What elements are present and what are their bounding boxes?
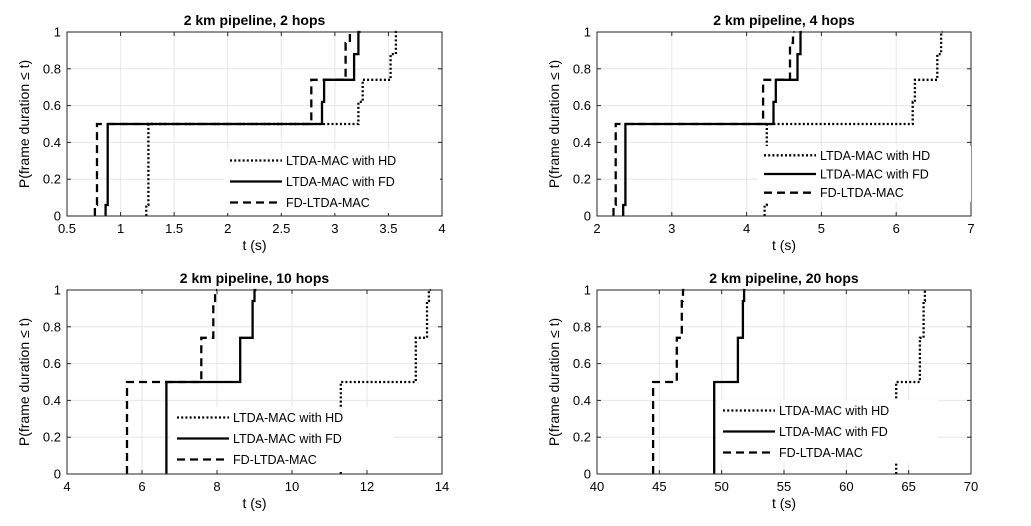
axes-box bbox=[66, 31, 443, 217]
x-axis-label: t (s) bbox=[242, 237, 266, 253]
series-line-dashed bbox=[93, 30, 352, 216]
x-tick-label: 12 bbox=[360, 479, 374, 494]
y-tick-label: 0.8 bbox=[573, 61, 591, 76]
x-tick-label: 7 bbox=[967, 221, 974, 236]
legend-entry: LTDA-MAC with FD bbox=[820, 168, 929, 182]
y-tick-label: 0 bbox=[54, 467, 61, 482]
panel-3: 4 6 8 10 12 14 0 0.2 0.4 0.6 0.8 1 2 km pipeline, 10… bbox=[16, 270, 449, 511]
legend-entry: FD-LTDA-MAC bbox=[286, 196, 370, 210]
y-tick-label: 0 bbox=[584, 209, 591, 224]
legend-entry: FD-LTDA-MAC bbox=[779, 446, 863, 460]
y-tick-label: 0.2 bbox=[43, 430, 61, 445]
x-tick-label: 1.5 bbox=[165, 221, 183, 236]
legend: LTDA-MAC with HD LTDA-MAC with FD FD-LTDA-… bbox=[758, 146, 971, 202]
y-axis-label: P(frame duration ≤ t) bbox=[16, 60, 32, 188]
x-axis-label: t (s) bbox=[772, 237, 796, 253]
y-tick-label: 0.6 bbox=[573, 98, 591, 113]
x-tick-label: 50 bbox=[714, 479, 728, 494]
y-axis-label: P(frame duration ≤ t) bbox=[546, 318, 562, 446]
legend-entry: LTDA-MAC with HD bbox=[820, 149, 930, 163]
y-tick-label: 1 bbox=[54, 283, 61, 298]
y-tick-label: 0.8 bbox=[573, 319, 591, 334]
panel-1: 0.5 1 1.5 2 2.5 3 3.5 4 0 0.2 0.4 0.6 0.8 1 2 km pipel… bbox=[16, 12, 446, 253]
y-tick-label: 0 bbox=[54, 209, 61, 224]
x-tick-label: 3.5 bbox=[379, 221, 397, 236]
x-tick-label: 55 bbox=[777, 479, 791, 494]
series-line-dashed bbox=[612, 30, 795, 216]
legend-entry: FD-LTDA-MAC bbox=[233, 453, 317, 467]
panel-4: 40 45 50 55 60 65 70 0 0.2 0.4 0.6 0.8 1 2 km pipelin… bbox=[546, 270, 978, 511]
panel-title: 2 km pipeline, 10 hops bbox=[180, 270, 330, 286]
y-tick-label: 1 bbox=[54, 25, 61, 40]
x-axis-label: t (s) bbox=[772, 495, 796, 511]
x-tick-label: 3 bbox=[668, 221, 675, 236]
y-tick-label: 0.8 bbox=[43, 319, 61, 334]
x-tick-label: 5 bbox=[818, 221, 825, 236]
series-line-solid bbox=[104, 30, 361, 216]
y-tick-label: 0.4 bbox=[43, 393, 61, 408]
legend-entry: LTDA-MAC with FD bbox=[286, 175, 395, 189]
panel-title: 2 km pipeline, 2 hops bbox=[184, 12, 326, 28]
x-tick-label: 14 bbox=[435, 479, 449, 494]
legend: LTDA-MAC with HD LTDA-MAC with FD FD-LTDA-… bbox=[717, 400, 938, 463]
y-axis-label: P(frame duration ≤ t) bbox=[16, 318, 32, 446]
y-tick-label: 0.6 bbox=[573, 356, 591, 371]
y-tick-label: 0.8 bbox=[43, 61, 61, 76]
x-tick-label: 10 bbox=[285, 479, 299, 494]
x-tick-label: 3 bbox=[331, 221, 338, 236]
legend-entry: LTDA-MAC with HD bbox=[233, 411, 343, 425]
axes-box bbox=[596, 31, 972, 217]
series-line-solid bbox=[713, 288, 746, 474]
x-tick-label: 45 bbox=[652, 479, 666, 494]
x-tick-label: 6 bbox=[138, 479, 145, 494]
x-tick-label: 2 bbox=[224, 221, 231, 236]
x-tick-label: 60 bbox=[839, 479, 853, 494]
y-tick-label: 0.2 bbox=[573, 430, 591, 445]
series-line-dashed bbox=[125, 288, 217, 474]
series-line-dotted bbox=[145, 30, 400, 216]
y-tick-label: 0.4 bbox=[43, 135, 61, 150]
y-tick-label: 0.2 bbox=[573, 172, 591, 187]
x-tick-label: 2 bbox=[593, 221, 600, 236]
series-line-dashed bbox=[651, 288, 685, 474]
x-tick-label: 4 bbox=[743, 221, 750, 236]
legend-entry: FD-LTDA-MAC bbox=[820, 186, 904, 200]
x-tick-label: 4 bbox=[63, 479, 70, 494]
x-tick-label: 70 bbox=[964, 479, 978, 494]
legend-entry: LTDA-MAC with FD bbox=[779, 425, 888, 439]
x-tick-label: 0.5 bbox=[58, 221, 76, 236]
x-tick-label: 65 bbox=[901, 479, 915, 494]
x-tick-label: 40 bbox=[590, 479, 604, 494]
x-tick-label: 4 bbox=[438, 221, 445, 236]
x-tick-label: 6 bbox=[893, 221, 900, 236]
legend-entry: LTDA-MAC with FD bbox=[233, 432, 342, 446]
y-axis-label: P(frame duration ≤ t) bbox=[546, 60, 562, 188]
panel-2: 2 3 4 5 6 7 0 0.2 0.4 0.6 0.8 1 2 km pipeline, 4 hop… bbox=[546, 12, 975, 253]
y-tick-label: 0.6 bbox=[43, 98, 61, 113]
panel-title: 2 km pipeline, 4 hops bbox=[713, 12, 855, 28]
y-tick-label: 0.6 bbox=[43, 356, 61, 371]
y-tick-label: 0.4 bbox=[573, 135, 591, 150]
x-tick-label: 1 bbox=[117, 221, 124, 236]
legend-entry: LTDA-MAC with HD bbox=[286, 154, 396, 168]
y-tick-label: 1 bbox=[584, 25, 591, 40]
legend-entry: LTDA-MAC with HD bbox=[779, 404, 889, 418]
series-line-dotted bbox=[763, 30, 943, 216]
y-tick-label: 0 bbox=[584, 467, 591, 482]
x-tick-label: 2.5 bbox=[272, 221, 290, 236]
legend: LTDA-MAC with HD LTDA-MAC with FD FD-LTDA-… bbox=[224, 150, 440, 213]
y-tick-label: 0.4 bbox=[573, 393, 591, 408]
y-tick-label: 0.2 bbox=[43, 172, 61, 187]
panel-title: 2 km pipeline, 20 hops bbox=[709, 270, 859, 286]
y-tick-label: 1 bbox=[584, 283, 591, 298]
axes-box bbox=[66, 289, 443, 475]
x-axis-label: t (s) bbox=[242, 495, 266, 511]
x-tick-label: 8 bbox=[213, 479, 220, 494]
legend: LTDA-MAC with HD LTDA-MAC with FD FD-LTDA-… bbox=[171, 407, 393, 470]
series-line-solid bbox=[622, 30, 802, 216]
